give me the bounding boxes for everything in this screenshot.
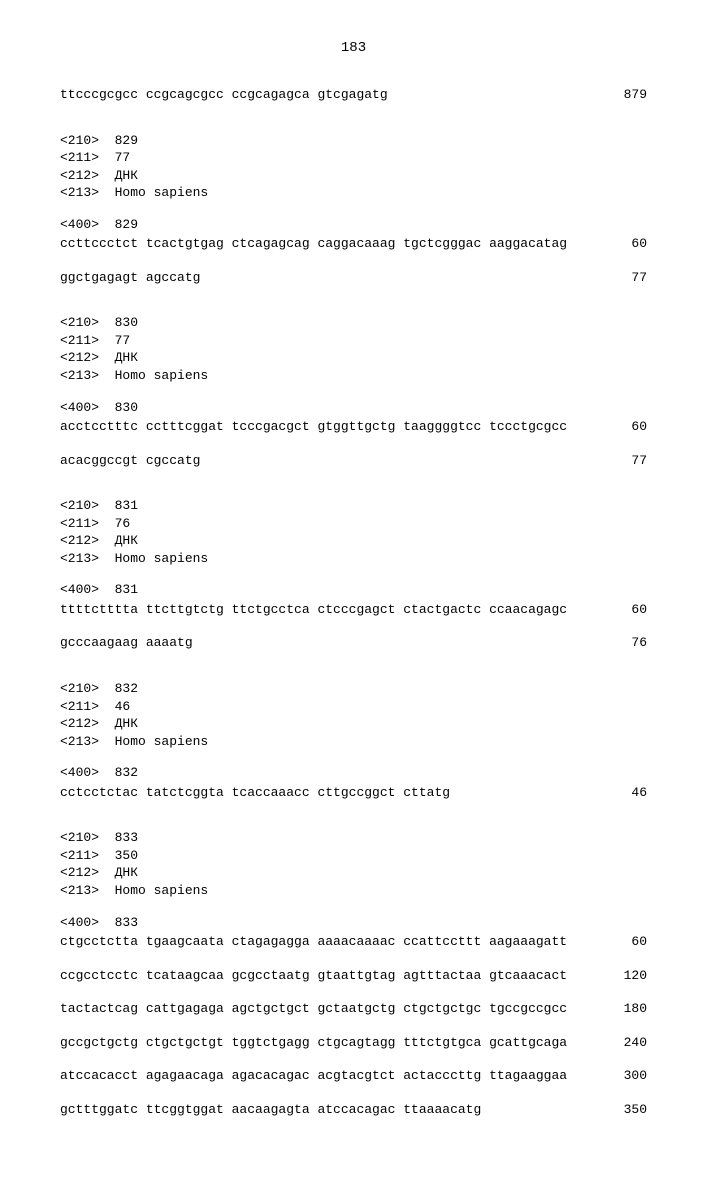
sequence-line: atccacacct agagaacaga agacacagac acgtacg… bbox=[60, 1067, 647, 1085]
meta-line: <211> 46 bbox=[60, 698, 647, 716]
spacer bbox=[60, 951, 647, 965]
spacer bbox=[60, 900, 647, 914]
meta-line: <213> Homo sapiens bbox=[60, 184, 647, 202]
sequence-position: 180 bbox=[604, 1000, 647, 1018]
sequence-text: cctcctctac tatctcggta tcaccaaacc cttgccg… bbox=[60, 784, 450, 802]
sequence-text: ccgcctcctc tcataagcaa gcgcctaatg gtaattg… bbox=[60, 967, 567, 985]
sequence-line: gccgctgctg ctgctgctgt tggtctgagg ctgcagt… bbox=[60, 1034, 647, 1052]
sequence-position: 77 bbox=[611, 452, 647, 470]
sequence-line: ctgcctctta tgaagcaata ctagagagga aaaacaa… bbox=[60, 933, 647, 951]
spacer bbox=[60, 984, 647, 998]
meta-line: <211> 77 bbox=[60, 332, 647, 350]
top-sequence-block: ttcccgcgcc ccgcagcgcc ccgcagagca gtcgaga… bbox=[60, 86, 647, 104]
meta-line: <212> ДНК bbox=[60, 715, 647, 733]
sequence-line: ccttccctct tcactgtgag ctcagagcag caggaca… bbox=[60, 235, 647, 253]
meta-line: <212> ДНК bbox=[60, 167, 647, 185]
sequence-line: gcccaagaag aaaatg 76 bbox=[60, 634, 647, 652]
meta-line: <210> 831 bbox=[60, 497, 647, 515]
sequence-text: gcccaagaag aaaatg bbox=[60, 634, 193, 652]
meta-line: <212> ДНК bbox=[60, 864, 647, 882]
meta-line: <210> 833 bbox=[60, 829, 647, 847]
sequence-text: ttcccgcgcc ccgcagcgcc ccgcagagca gtcgaga… bbox=[60, 86, 388, 104]
sequence-line: ttttctttta ttcttgtctg ttctgcctca ctcccga… bbox=[60, 601, 647, 619]
sequence-position: 60 bbox=[611, 418, 647, 436]
sequence-line: cctcctctac tatctcggta tcaccaaacc cttgccg… bbox=[60, 784, 647, 802]
seq-header: <400> 831 bbox=[60, 581, 647, 599]
meta-line: <210> 832 bbox=[60, 680, 647, 698]
sequence-text: acacggccgt cgccatg bbox=[60, 452, 200, 470]
meta-line: <213> Homo sapiens bbox=[60, 882, 647, 900]
sequence-line: ttcccgcgcc ccgcagcgcc ccgcagagca gtcgaga… bbox=[60, 86, 647, 104]
sequence-text: atccacacct agagaacaga agacacagac acgtacg… bbox=[60, 1067, 567, 1085]
sequence-entry: <210> 833 <211> 350 <212> ДНК <213> Homo… bbox=[60, 829, 647, 1118]
sequence-position: 60 bbox=[611, 601, 647, 619]
meta-line: <212> ДНК bbox=[60, 532, 647, 550]
sequence-position: 76 bbox=[611, 634, 647, 652]
spacer bbox=[60, 618, 647, 632]
sequence-position: 350 bbox=[604, 1101, 647, 1119]
sequence-entry: <210> 829 <211> 77 <212> ДНК <213> Homo … bbox=[60, 132, 647, 287]
sequence-text: gctttggatc ttcggtggat aacaagagta atccaca… bbox=[60, 1101, 481, 1119]
sequence-line: ccgcctcctc tcataagcaa gcgcctaatg gtaattg… bbox=[60, 967, 647, 985]
sequence-position: 77 bbox=[611, 269, 647, 287]
sequence-text: gccgctgctg ctgctgctgt tggtctgagg ctgcagt… bbox=[60, 1034, 567, 1052]
meta-line: <211> 350 bbox=[60, 847, 647, 865]
seq-header: <400> 830 bbox=[60, 399, 647, 417]
sequence-line: acacggccgt cgccatg 77 bbox=[60, 452, 647, 470]
meta-line: <211> 76 bbox=[60, 515, 647, 533]
spacer bbox=[60, 253, 647, 267]
seq-header: <400> 829 bbox=[60, 216, 647, 234]
sequence-position: 60 bbox=[611, 235, 647, 253]
sequence-position: 240 bbox=[604, 1034, 647, 1052]
sequence-entry: <210> 831 <211> 76 <212> ДНК <213> Homo … bbox=[60, 497, 647, 652]
meta-line: <213> Homo sapiens bbox=[60, 733, 647, 751]
sequence-position: 879 bbox=[604, 86, 647, 104]
meta-line: <211> 77 bbox=[60, 149, 647, 167]
meta-line: <213> Homo sapiens bbox=[60, 367, 647, 385]
sequence-text: tactactcag cattgagaga agctgctgct gctaatg… bbox=[60, 1000, 567, 1018]
spacer bbox=[60, 1018, 647, 1032]
sequence-position: 300 bbox=[604, 1067, 647, 1085]
sequence-text: ggctgagagt agccatg bbox=[60, 269, 200, 287]
sequence-position: 46 bbox=[611, 784, 647, 802]
meta-line: <212> ДНК bbox=[60, 349, 647, 367]
page-container: 183 ttcccgcgcc ccgcagcgcc ccgcagagca gtc… bbox=[0, 0, 707, 1186]
page-number: 183 bbox=[60, 40, 647, 56]
spacer bbox=[60, 1085, 647, 1099]
seq-header: <400> 832 bbox=[60, 764, 647, 782]
meta-line: <213> Homo sapiens bbox=[60, 550, 647, 568]
sequence-text: ctgcctctta tgaagcaata ctagagagga aaaacaa… bbox=[60, 933, 567, 951]
spacer bbox=[60, 385, 647, 399]
sequence-text: ccttccctct tcactgtgag ctcagagcag caggaca… bbox=[60, 235, 567, 253]
sequence-text: ttttctttta ttcttgtctg ttctgcctca ctcccga… bbox=[60, 601, 567, 619]
spacer bbox=[60, 202, 647, 216]
sequence-entry: <210> 832 <211> 46 <212> ДНК <213> Homo … bbox=[60, 680, 647, 801]
spacer bbox=[60, 567, 647, 581]
sequence-entry: <210> 830 <211> 77 <212> ДНК <213> Homo … bbox=[60, 314, 647, 469]
sequence-position: 60 bbox=[611, 933, 647, 951]
seq-header: <400> 833 bbox=[60, 914, 647, 932]
sequence-position: 120 bbox=[604, 967, 647, 985]
sequence-line: acctcctttc cctttcggat tcccgacgct gtggttg… bbox=[60, 418, 647, 436]
meta-line: <210> 829 bbox=[60, 132, 647, 150]
spacer bbox=[60, 436, 647, 450]
sequence-line: tactactcag cattgagaga agctgctgct gctaatg… bbox=[60, 1000, 647, 1018]
sequence-text: acctcctttc cctttcggat tcccgacgct gtggttg… bbox=[60, 418, 567, 436]
sequence-line: gctttggatc ttcggtggat aacaagagta atccaca… bbox=[60, 1101, 647, 1119]
sequence-line: ggctgagagt agccatg 77 bbox=[60, 269, 647, 287]
spacer bbox=[60, 1051, 647, 1065]
meta-line: <210> 830 bbox=[60, 314, 647, 332]
spacer bbox=[60, 750, 647, 764]
